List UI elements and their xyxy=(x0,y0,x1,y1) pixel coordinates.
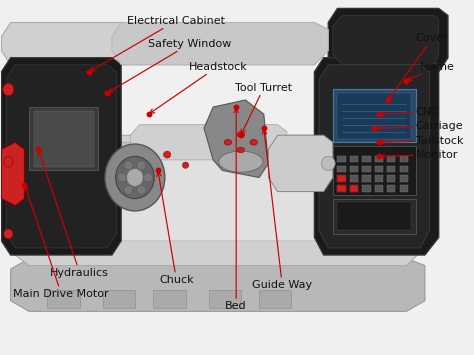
Polygon shape xyxy=(1,58,121,255)
Polygon shape xyxy=(1,22,328,65)
Bar xyxy=(337,185,346,192)
Text: Bed: Bed xyxy=(225,108,247,311)
Bar xyxy=(387,175,395,182)
Bar xyxy=(337,155,346,162)
Bar xyxy=(400,185,408,192)
Bar xyxy=(153,290,185,308)
Bar xyxy=(400,165,408,172)
Polygon shape xyxy=(75,149,365,241)
Polygon shape xyxy=(333,16,439,65)
Bar xyxy=(333,146,416,195)
Bar xyxy=(47,290,80,308)
Ellipse shape xyxy=(321,156,335,170)
Ellipse shape xyxy=(182,162,189,168)
Ellipse shape xyxy=(124,161,133,170)
Bar xyxy=(375,185,383,192)
Text: Chuck: Chuck xyxy=(157,172,194,285)
Bar xyxy=(350,165,358,172)
Polygon shape xyxy=(1,142,25,206)
Bar xyxy=(29,107,98,170)
Ellipse shape xyxy=(4,229,13,239)
Bar xyxy=(350,175,358,182)
Bar xyxy=(337,202,411,230)
Text: Monitor: Monitor xyxy=(380,149,458,160)
Text: Hydraulics: Hydraulics xyxy=(38,151,109,278)
Polygon shape xyxy=(130,125,287,160)
Polygon shape xyxy=(204,100,268,178)
Bar xyxy=(337,93,411,139)
Polygon shape xyxy=(314,58,439,255)
Ellipse shape xyxy=(3,83,14,96)
Bar xyxy=(337,185,346,192)
Polygon shape xyxy=(66,148,388,162)
Polygon shape xyxy=(10,258,425,311)
Bar xyxy=(362,165,371,172)
Bar xyxy=(387,165,395,172)
Text: Tool Turret: Tool Turret xyxy=(235,83,292,134)
Ellipse shape xyxy=(224,140,232,145)
Bar xyxy=(375,175,383,182)
Bar xyxy=(375,165,383,172)
Text: Cover: Cover xyxy=(389,33,448,99)
Bar xyxy=(350,185,358,192)
Bar xyxy=(333,89,416,142)
Bar xyxy=(333,199,416,234)
Polygon shape xyxy=(319,65,429,248)
Bar xyxy=(259,290,292,308)
Text: Frame: Frame xyxy=(408,61,455,80)
Bar xyxy=(337,165,346,172)
Text: Carriage: Carriage xyxy=(375,121,463,131)
Bar xyxy=(209,290,241,308)
Bar xyxy=(362,175,371,182)
Ellipse shape xyxy=(164,151,171,158)
Text: Tailstock: Tailstock xyxy=(380,136,463,146)
Ellipse shape xyxy=(118,173,127,182)
Ellipse shape xyxy=(237,147,245,153)
Text: Main Drive Motor: Main Drive Motor xyxy=(13,186,109,299)
Polygon shape xyxy=(268,135,333,192)
Polygon shape xyxy=(328,9,448,72)
Bar xyxy=(375,155,383,162)
Bar xyxy=(337,175,346,182)
Ellipse shape xyxy=(143,173,153,182)
Text: Guide Way: Guide Way xyxy=(252,130,312,290)
Bar xyxy=(350,155,358,162)
Polygon shape xyxy=(112,22,328,65)
Ellipse shape xyxy=(124,185,133,194)
Ellipse shape xyxy=(127,169,143,186)
Bar xyxy=(362,185,371,192)
Text: Safety Window: Safety Window xyxy=(109,39,232,92)
Bar xyxy=(350,185,358,192)
Ellipse shape xyxy=(137,185,146,194)
Bar xyxy=(103,290,135,308)
Ellipse shape xyxy=(237,132,245,137)
Text: Electrical Cabinet: Electrical Cabinet xyxy=(90,16,225,71)
Ellipse shape xyxy=(137,161,146,170)
Bar xyxy=(34,110,93,167)
Ellipse shape xyxy=(105,144,165,211)
Ellipse shape xyxy=(4,156,13,167)
Bar xyxy=(337,175,346,182)
Polygon shape xyxy=(10,135,425,266)
Ellipse shape xyxy=(219,151,263,172)
Ellipse shape xyxy=(250,140,257,145)
Ellipse shape xyxy=(116,156,154,199)
Text: CNC: CNC xyxy=(380,107,439,118)
Bar xyxy=(400,175,408,182)
Text: Headstock: Headstock xyxy=(150,61,247,113)
Polygon shape xyxy=(6,65,117,248)
Bar xyxy=(362,155,371,162)
Bar xyxy=(387,185,395,192)
Bar xyxy=(387,155,395,162)
Bar xyxy=(400,155,408,162)
Polygon shape xyxy=(66,142,388,156)
